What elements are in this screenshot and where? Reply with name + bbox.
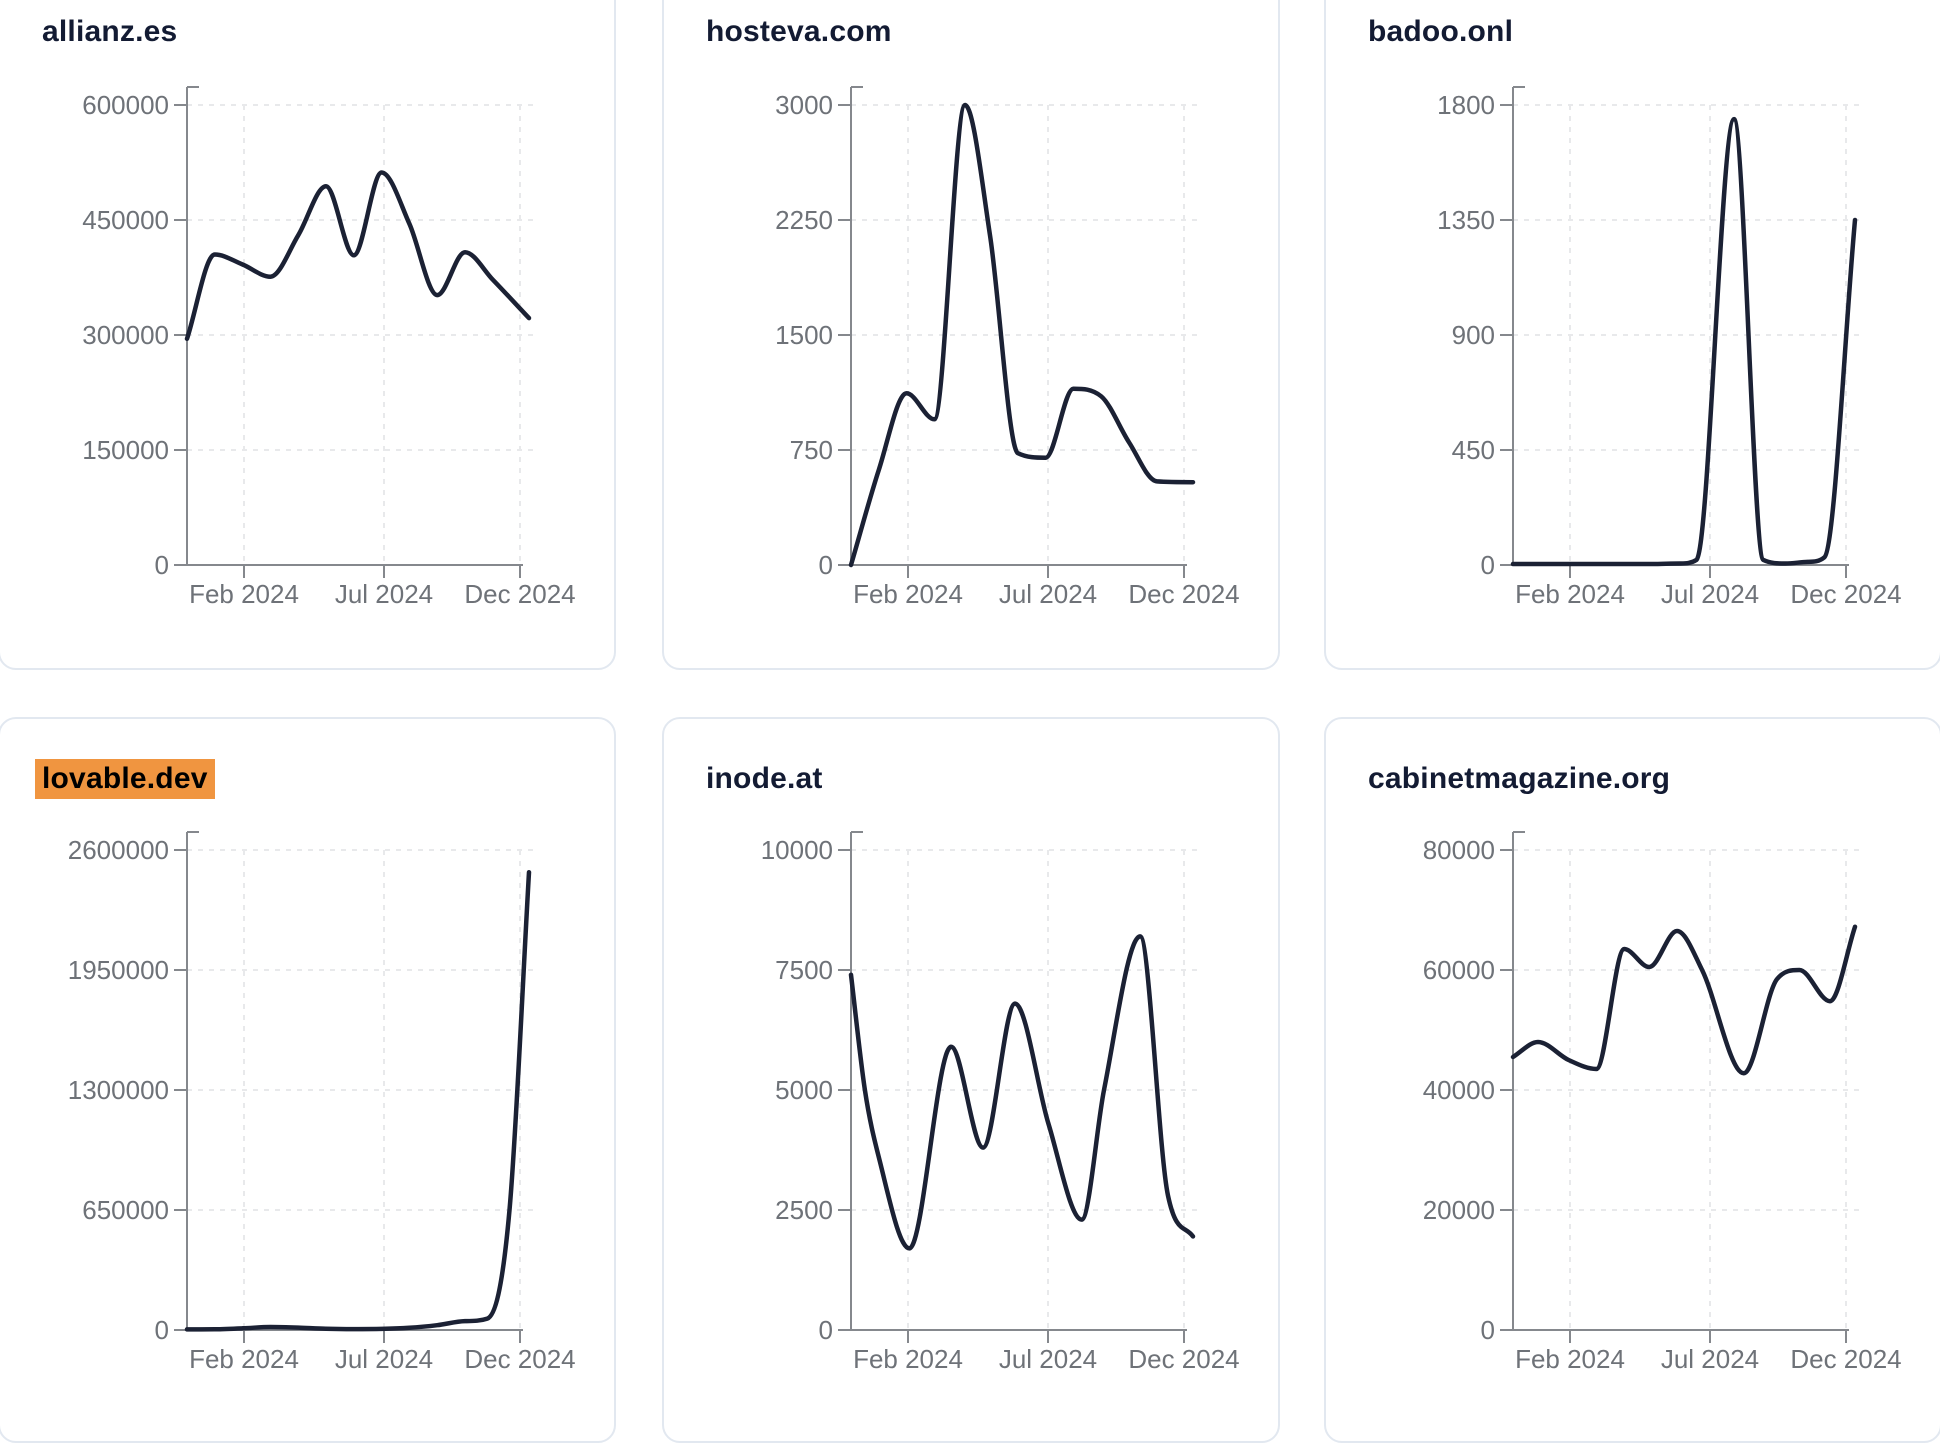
x-tick-label: Dec 2024 — [1790, 1344, 1901, 1374]
chart-title: inode.at — [706, 762, 823, 795]
x-tick-label: Jul 2024 — [999, 579, 1097, 609]
y-tick-label: 2600000 — [68, 835, 169, 865]
y-tick-label: 1950000 — [68, 955, 169, 985]
y-tick-label: 650000 — [82, 1195, 169, 1225]
y-tick-label: 0 — [819, 1315, 833, 1345]
line-chart: 0 650000 1300000 1950000 2600000 Feb 2024 Jul … — [0, 802, 618, 1402]
y-tick-label: 0 — [155, 1315, 169, 1345]
y-tick-label: 0 — [155, 550, 169, 580]
x-tick-label: Jul 2024 — [335, 579, 433, 609]
y-tick-label: 900 — [1452, 320, 1495, 350]
x-tick-label: Feb 2024 — [189, 579, 299, 609]
chart-title: cabinetmagazine.org — [1368, 762, 1671, 795]
chart-card: lovable.dev 0 650000 1300000 1950000 2600000… — [0, 717, 616, 1443]
line-chart: 0 2500 5000 7500 10000 Feb 2024 Jul 2024 Dec 20… — [664, 802, 1282, 1402]
x-tick-label: Feb 2024 — [853, 1344, 963, 1374]
y-tick-label: 1300000 — [68, 1075, 169, 1105]
y-tick-label: 2500 — [775, 1195, 833, 1225]
x-tick-label: Dec 2024 — [464, 579, 575, 609]
y-tick-label: 750 — [790, 435, 833, 465]
y-tick-label: 20000 — [1423, 1195, 1495, 1225]
y-tick-label: 10000 — [761, 835, 833, 865]
chart-card: allianz.es 0 150000 300000 450000 600000 Feb … — [0, 0, 616, 670]
y-tick-label: 300000 — [82, 320, 169, 350]
chart-svg: 0 450 900 1350 1800 Feb 2024 Jul 2024 Dec 2024 — [1437, 86, 1902, 609]
chart-card: hosteva.com 0 750 1500 2250 3000 Feb 2024 Jul … — [662, 0, 1280, 670]
y-tick-label: 450000 — [82, 205, 169, 235]
x-tick-label: Feb 2024 — [853, 579, 963, 609]
data-line — [184, 869, 532, 1332]
y-tick-label: 0 — [1481, 1315, 1495, 1345]
y-tick-label: 7500 — [775, 955, 833, 985]
y-tick-label: 3000 — [775, 90, 833, 120]
chart-title: lovable.dev — [35, 759, 215, 799]
x-tick-label: Jul 2024 — [1661, 1344, 1759, 1374]
chart-title: hosteva.com — [706, 15, 892, 48]
chart-title: badoo.onl — [1368, 15, 1514, 48]
chart-card: cabinetmagazine.org 0 20000 40000 60000 8000… — [1324, 717, 1940, 1443]
data-line — [848, 934, 1196, 1251]
x-tick-label: Dec 2024 — [1128, 1344, 1239, 1374]
x-tick-label: Feb 2024 — [189, 1344, 299, 1374]
chart-svg: 0 20000 40000 60000 80000 Feb 2024 Jul 2024 Dec… — [1423, 831, 1902, 1374]
y-tick-label: 60000 — [1423, 955, 1495, 985]
x-tick-label: Dec 2024 — [1128, 579, 1239, 609]
y-tick-label: 1800 — [1437, 90, 1495, 120]
chart-svg: 0 750 1500 2250 3000 Feb 2024 Jul 2024 Dec 2024 — [775, 86, 1240, 609]
x-tick-label: Dec 2024 — [464, 1344, 575, 1374]
x-tick-label: Jul 2024 — [999, 1344, 1097, 1374]
data-line — [1510, 924, 1858, 1076]
y-tick-label: 80000 — [1423, 835, 1495, 865]
y-tick-label: 0 — [1481, 550, 1495, 580]
line-chart: 0 150000 300000 450000 600000 Feb 2024 Jul 202… — [0, 57, 618, 637]
chart-svg: 0 2500 5000 7500 10000 Feb 2024 Jul 2024 Dec 20… — [761, 831, 1240, 1374]
y-tick-label: 0 — [819, 550, 833, 580]
y-tick-label: 1500 — [775, 320, 833, 350]
y-tick-label: 2250 — [775, 205, 833, 235]
data-line — [1510, 116, 1858, 567]
x-tick-label: Jul 2024 — [335, 1344, 433, 1374]
chart-card: inode.at 0 2500 5000 7500 10000 Feb 2024 Jul 2… — [662, 717, 1280, 1443]
data-line — [848, 102, 1196, 568]
chart-card: badoo.onl 0 450 900 1350 1800 Feb 2024 Jul 202… — [1324, 0, 1940, 670]
x-tick-label: Dec 2024 — [1790, 579, 1901, 609]
data-line — [184, 170, 532, 342]
y-tick-label: 5000 — [775, 1075, 833, 1105]
chart-svg: 0 150000 300000 450000 600000 Feb 2024 Jul 202… — [82, 86, 576, 609]
x-tick-label: Feb 2024 — [1515, 579, 1625, 609]
line-chart: 0 450 900 1350 1800 Feb 2024 Jul 2024 Dec 2024 — [1326, 57, 1940, 637]
chart-title: allianz.es — [42, 15, 178, 48]
y-tick-label: 1350 — [1437, 205, 1495, 235]
x-tick-label: Jul 2024 — [1661, 579, 1759, 609]
x-tick-label: Feb 2024 — [1515, 1344, 1625, 1374]
line-chart: 0 20000 40000 60000 80000 Feb 2024 Jul 2024 Dec… — [1326, 802, 1940, 1402]
y-tick-label: 450 — [1452, 435, 1495, 465]
y-tick-label: 40000 — [1423, 1075, 1495, 1105]
y-tick-label: 600000 — [82, 90, 169, 120]
y-tick-label: 150000 — [82, 435, 169, 465]
line-chart: 0 750 1500 2250 3000 Feb 2024 Jul 2024 Dec 2024 — [664, 57, 1282, 637]
chart-svg: 0 650000 1300000 1950000 2600000 Feb 2024 Jul … — [68, 831, 576, 1374]
